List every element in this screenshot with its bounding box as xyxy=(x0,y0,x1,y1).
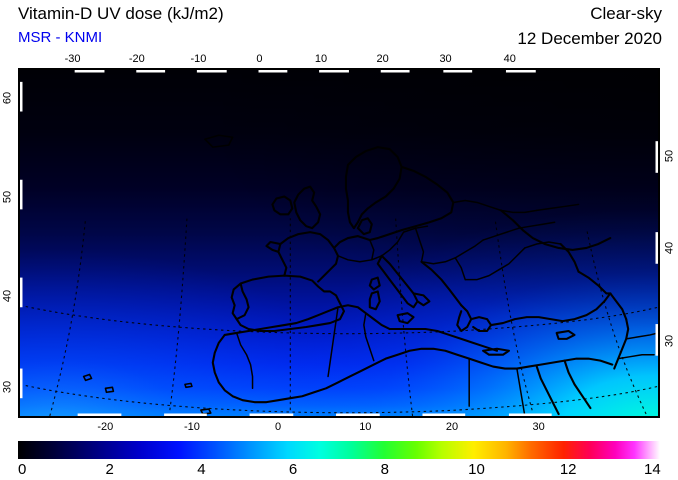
colorbar xyxy=(18,441,660,459)
axis-tick-bottom-2: 0 xyxy=(274,421,282,433)
axis-tick-bottom-4: 20 xyxy=(445,421,459,433)
axis-tick-top-2: -10 xyxy=(190,53,207,65)
colorbar-tick-3: 6 xyxy=(288,461,298,478)
figure-title: Vitamin-D UV dose (kJ/m2) xyxy=(18,4,224,23)
sky-condition-label: Clear-sky xyxy=(590,4,662,23)
axis-tick-bottom-1: -10 xyxy=(184,421,200,433)
axis-tick-top-5: 20 xyxy=(376,53,389,65)
colorbar-tick-5: 10 xyxy=(468,461,485,478)
colorbar-tick-2: 4 xyxy=(197,461,206,478)
colorbar-gradient xyxy=(18,441,660,459)
axis-tick-left-1: 50 xyxy=(1,190,14,203)
axis-tick-left-0: 60 xyxy=(1,91,14,104)
axis-tick-top-1: -20 xyxy=(128,53,145,65)
axis-tick-bottom-5: 30 xyxy=(532,421,545,433)
figure-institute: MSR - KNMI xyxy=(18,29,103,46)
colorbar-tick-1: 2 xyxy=(105,461,114,478)
colorbar-tick-0: 0 xyxy=(18,461,27,478)
colorbar-tick-7: 14 xyxy=(644,461,661,478)
axis-tick-right-0: 50 xyxy=(663,149,676,162)
coastlines xyxy=(82,134,658,416)
axis-tick-top-7: 40 xyxy=(503,53,516,65)
axis-tick-bottom-0: -20 xyxy=(97,421,114,433)
axis-tick-left-3: 30 xyxy=(1,381,14,394)
axis-tick-top-4: 10 xyxy=(314,53,328,65)
axis-tick-marks xyxy=(20,70,658,416)
axis-tick-bottom-3: 10 xyxy=(359,421,372,433)
axis-tick-right-1: 40 xyxy=(663,241,676,255)
colorbar-tick-4: 8 xyxy=(380,461,389,478)
figure-date: 12 December 2020 xyxy=(517,29,662,48)
axis-tick-right-2: 30 xyxy=(663,334,676,348)
axis-tick-top-3: 0 xyxy=(256,53,263,65)
axis-tick-top-0: -30 xyxy=(64,53,81,65)
map-plot-area xyxy=(18,68,660,418)
colorbar-tick-6: 12 xyxy=(559,461,577,478)
map-svg xyxy=(20,70,658,416)
axis-tick-left-2: 40 xyxy=(1,289,14,302)
axis-tick-top-6: 30 xyxy=(439,53,452,65)
graticule xyxy=(20,218,658,416)
